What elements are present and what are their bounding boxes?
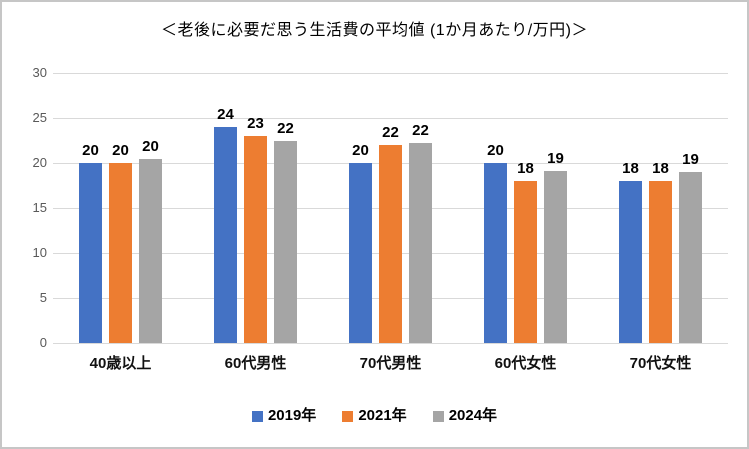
bar-2021年-60代男性 <box>244 136 267 343</box>
legend-label: 2024年 <box>448 407 498 424</box>
bar-value-label: 18 <box>652 160 669 177</box>
bar-value-label: 22 <box>412 122 429 140</box>
bar-2021年-40歳以上 <box>109 163 132 343</box>
gridline <box>53 72 728 74</box>
chart-title: ＜老後に必要だ思う生活費の平均値 (1か月あたり/万円)＞ <box>161 22 588 39</box>
bar-2019年-70代女性 <box>619 181 642 343</box>
bar-2024年-60代女性 <box>544 171 567 343</box>
bar-2021年-60代女性 <box>514 181 537 343</box>
bar-2021年-70代男性 <box>379 145 402 343</box>
y-axis-tick-label: 10 <box>32 245 47 260</box>
y-axis-tick-label: 20 <box>32 155 47 170</box>
bar-2019年-60代男性 <box>214 127 237 343</box>
x-category-label: 60代男性 <box>224 355 287 372</box>
bar-value-label: 18 <box>622 160 639 177</box>
bar-value-label: 20 <box>352 142 369 159</box>
bar-2019年-70代男性 <box>349 163 372 343</box>
legend-item-2024年: 2024年 <box>432 407 498 425</box>
bar-value-label: 22 <box>382 124 399 141</box>
legend-label: 2019年 <box>267 407 317 424</box>
bar-value-label: 20 <box>112 142 129 159</box>
bar-value-label: 19 <box>682 151 699 168</box>
x-axis-line <box>53 342 728 344</box>
legend: 2019年 2021年 2024年 <box>2 407 747 425</box>
x-category-label: 60代女性 <box>494 355 557 372</box>
y-axis-tick-label: 0 <box>39 335 47 350</box>
bar-value-label: 22 <box>277 120 294 138</box>
bar-value-label: 19 <box>547 150 564 168</box>
bar-value-label: 20 <box>142 138 159 156</box>
bar-value-label: 18 <box>517 160 534 177</box>
legend-swatch-icon <box>432 410 444 422</box>
bar-2024年-60代男性 <box>274 141 297 343</box>
legend-item-2019年: 2019年 <box>251 407 317 425</box>
legend-item-2021年: 2021年 <box>342 407 407 425</box>
y-axis-tick-label: 25 <box>32 110 47 125</box>
bar-2019年-40歳以上 <box>79 163 102 343</box>
bar-value-label: 23 <box>247 115 264 132</box>
bar-2024年-40歳以上 <box>139 159 162 343</box>
bar-value-label: 24 <box>217 106 234 123</box>
y-axis-tick-label: 5 <box>39 290 47 305</box>
legend-label: 2021年 <box>358 407 407 424</box>
bar-value-label: 20 <box>82 142 99 159</box>
x-category-label: 70代女性 <box>629 355 692 372</box>
y-axis-tick-label: 30 <box>32 65 47 80</box>
legend-swatch-icon <box>342 410 354 422</box>
bar-2021年-70代女性 <box>649 181 672 343</box>
y-axis-tick-label: 15 <box>32 200 47 215</box>
gridline <box>53 117 728 119</box>
x-category-label: 40歳以上 <box>89 355 152 372</box>
x-category-label: 70代男性 <box>359 355 422 372</box>
bar-2024年-70代女性 <box>679 172 702 343</box>
bar-2024年-70代男性 <box>409 143 432 343</box>
legend-swatch-icon <box>251 410 263 422</box>
bar-value-label: 20 <box>487 142 504 159</box>
bar-2019年-60代女性 <box>484 163 507 343</box>
